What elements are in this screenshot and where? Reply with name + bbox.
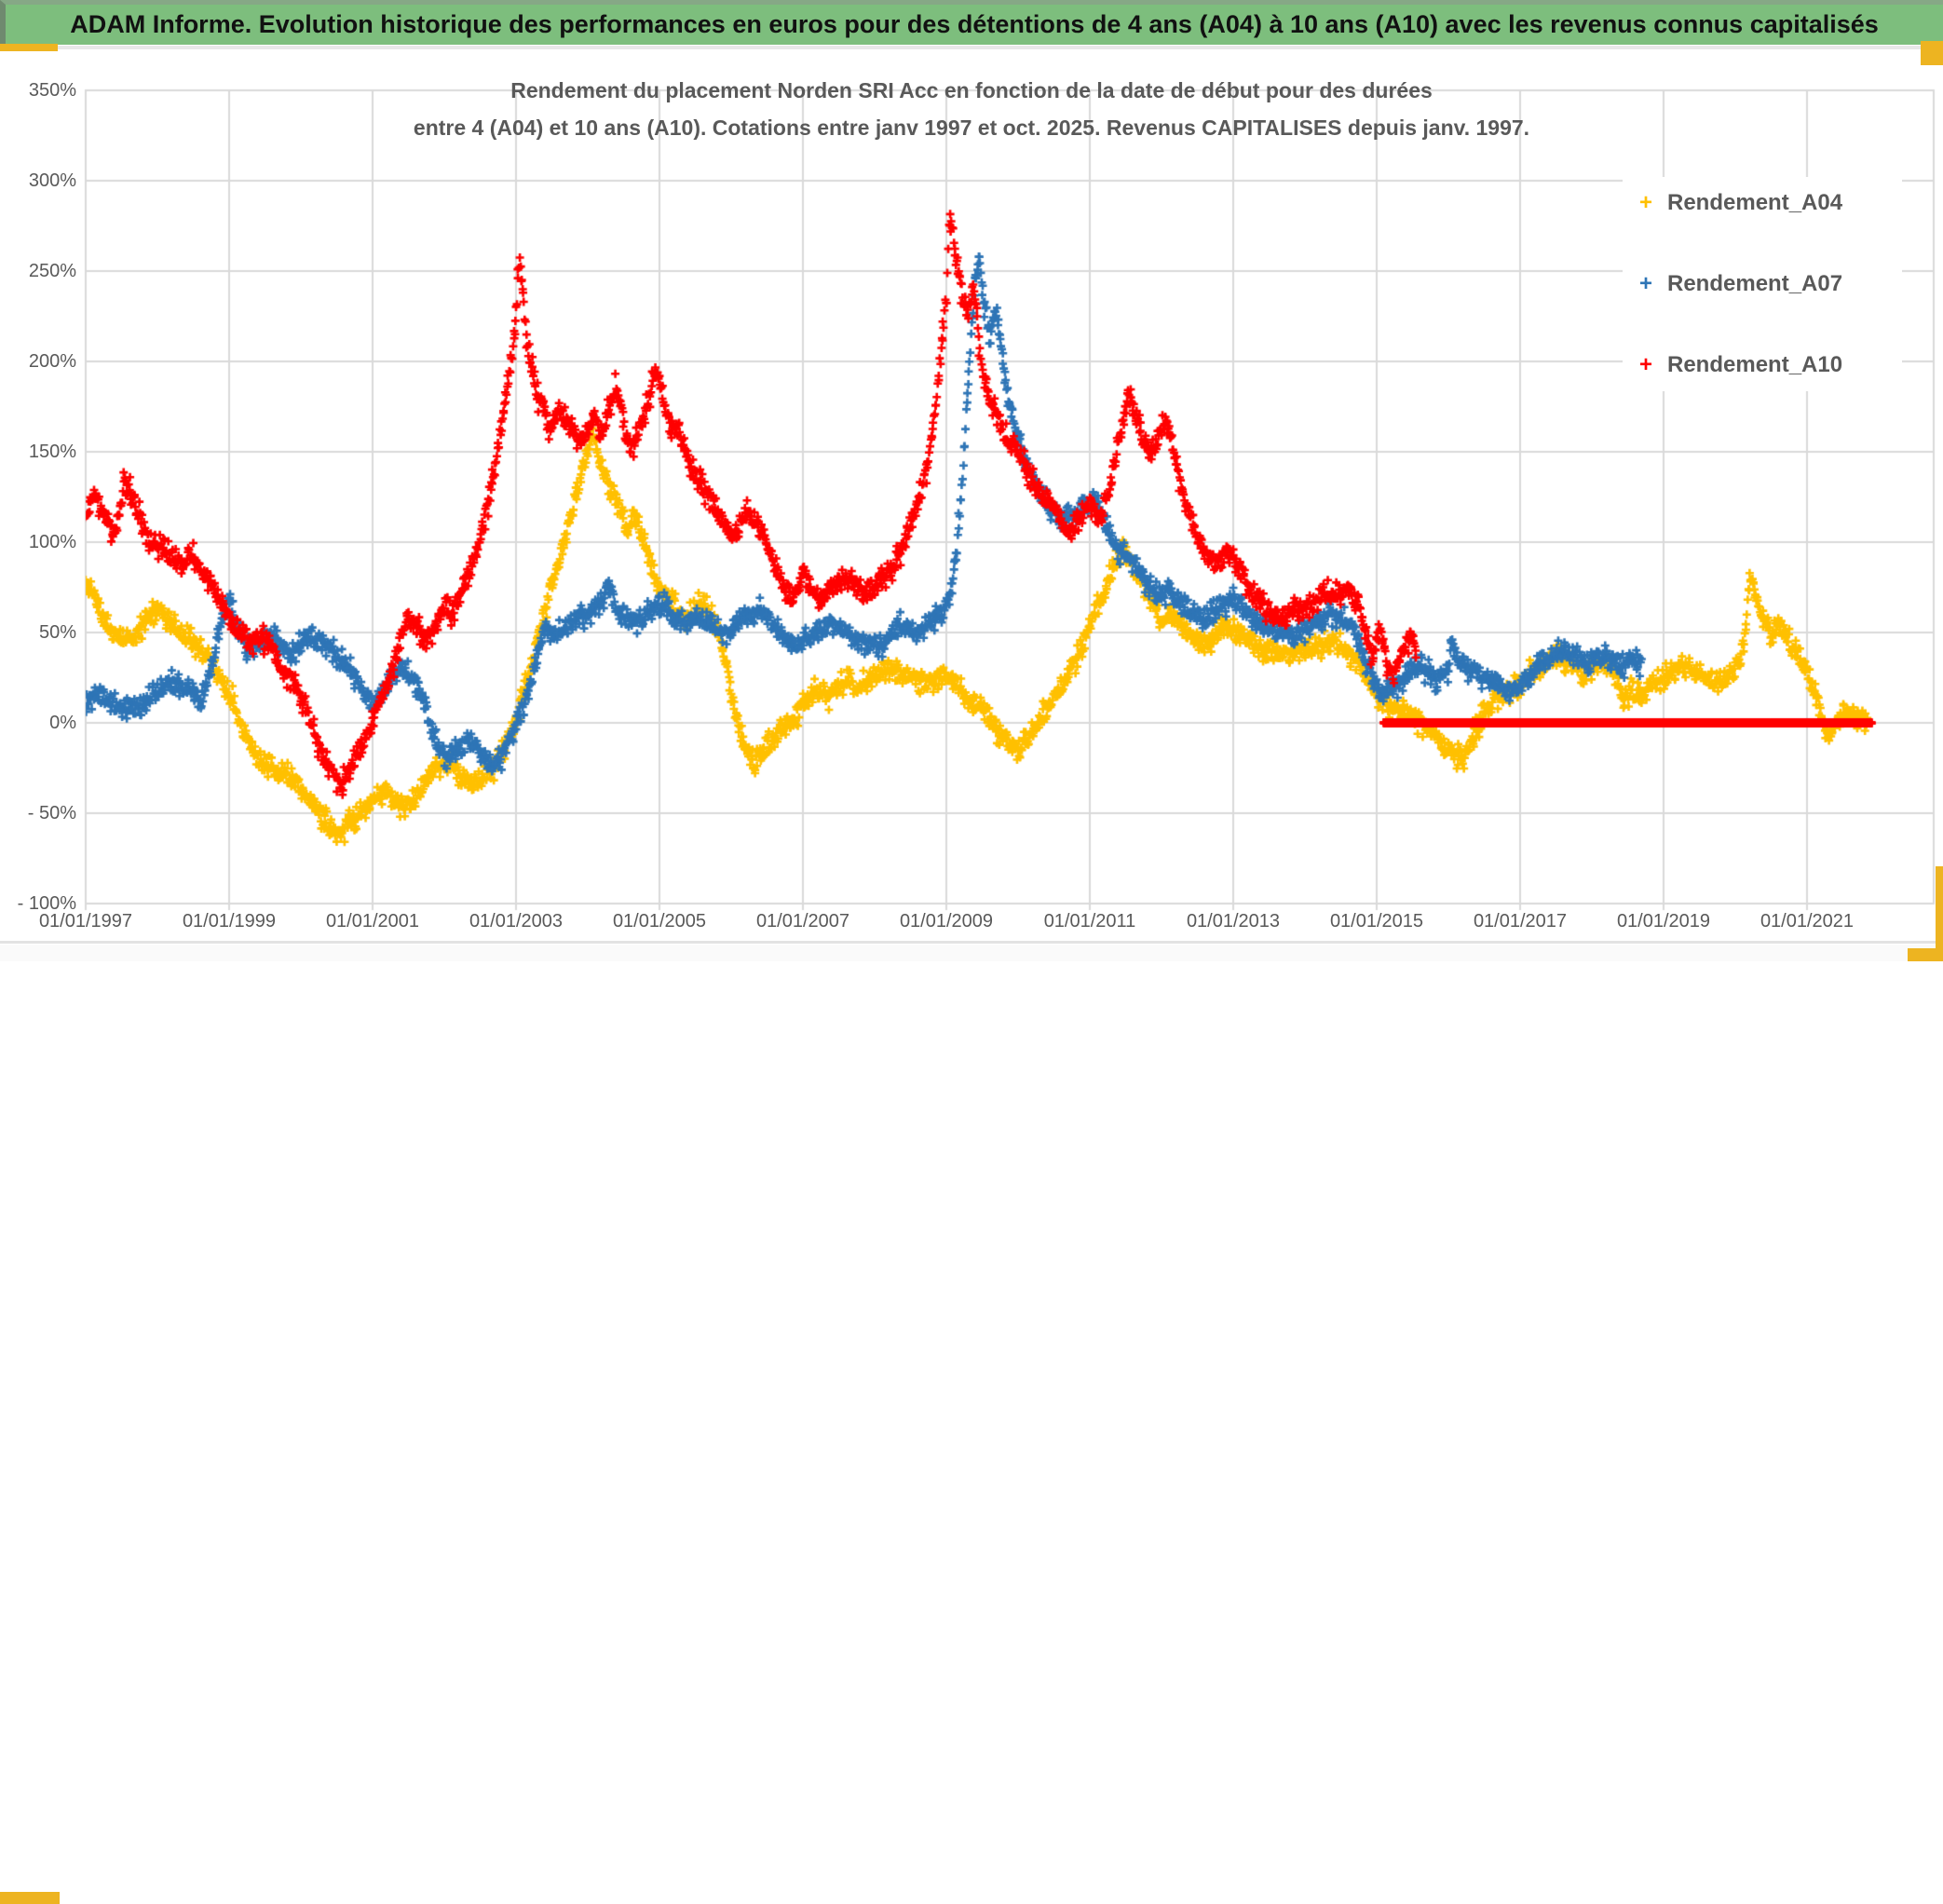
header-banner: ADAM Informe. Evolution historique des p… — [0, 0, 1943, 45]
x-axis-tick-label: 01/01/2007 — [755, 911, 850, 932]
x-axis-tick-label: 01/01/2013 — [1186, 911, 1281, 932]
x-axis-tick-label: 01/01/2009 — [899, 911, 994, 932]
x-axis-tick-label: 01/01/2017 — [1473, 911, 1568, 932]
y-axis-tick-label: 50% — [38, 622, 76, 643]
x-axis-tick-label: 01/01/2005 — [612, 911, 707, 932]
legend-item-rendement_a07[interactable]: + Rendement_A07 — [1623, 271, 1902, 297]
chart-title-line1: Rendement du placement Norden SRI Acc en… — [510, 78, 1433, 102]
y-axis-tick-label: 150% — [28, 442, 76, 462]
y-axis-tick-label: 100% — [28, 532, 76, 552]
legend-label: Rendement_A10 — [1667, 352, 1843, 377]
y-axis-tick-label: 0% — [49, 713, 76, 733]
bottom-separator — [0, 941, 1943, 944]
y-axis-tick-label: 250% — [28, 261, 76, 281]
banner-title: ADAM Informe. Evolution historique des p… — [70, 10, 1879, 38]
y-axis-tick-label: - 50% — [27, 803, 76, 823]
legend-label: Rendement_A04 — [1667, 190, 1843, 215]
horizontal-scrollbar[interactable] — [0, 945, 1943, 1904]
performance-scatter-chart — [0, 0, 1943, 961]
legend-item-rendement_a04[interactable]: + Rendement_A04 — [1623, 190, 1902, 216]
y-axis-tick-label: 300% — [28, 170, 76, 191]
x-axis-tick-label: 01/01/1997 — [38, 911, 133, 932]
y-axis-tick-label: 200% — [28, 351, 76, 372]
plus-marker-icon: + — [1638, 190, 1652, 215]
x-axis-tick-label: 01/01/2001 — [325, 911, 420, 932]
plus-marker-icon: + — [1638, 271, 1652, 296]
x-axis-tick-label: 01/01/2019 — [1616, 911, 1711, 932]
x-axis-tick-label: 01/01/2021 — [1760, 911, 1855, 932]
scrollbar-thumb[interactable] — [0, 1892, 60, 1904]
y-axis-tick-label: - 100% — [17, 893, 76, 914]
gold-accent-right-edge — [1936, 866, 1943, 961]
x-axis-tick-label: 01/01/2003 — [469, 911, 564, 932]
plus-marker-icon: + — [1638, 352, 1652, 377]
top-separator — [0, 46, 1943, 49]
legend-label: Rendement_A07 — [1667, 271, 1843, 296]
x-axis-tick-label: 01/01/2011 — [1043, 911, 1136, 932]
gold-accent-top-right — [1921, 41, 1943, 65]
x-axis-tick-label: 01/01/1999 — [182, 911, 277, 932]
y-axis-tick-label: 350% — [28, 80, 76, 101]
legend-item-rendement_a10[interactable]: + Rendement_A10 — [1623, 352, 1902, 378]
chart-legend: + Rendement_A04 + Rendement_A07 + Rendement_A… — [1623, 177, 1902, 391]
chart-title-line2: entre 4 (A04) et 10 ans (A10). Cotations… — [413, 116, 1530, 140]
gold-accent-bottom-right — [1908, 948, 1943, 961]
x-axis-tick-label: 01/01/2015 — [1329, 911, 1424, 932]
gold-accent-top-left — [0, 44, 58, 51]
